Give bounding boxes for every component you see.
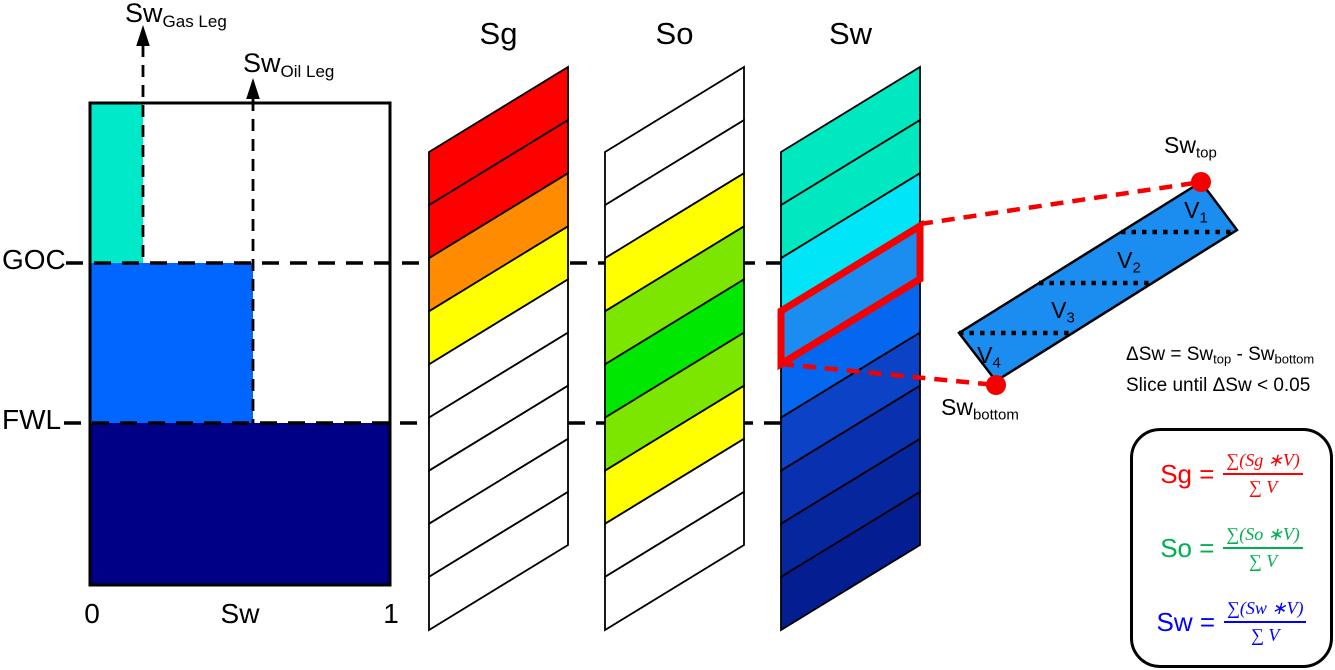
volume-label-v3: V3 [1051,296,1075,327]
formula-sg-fraction: ∑(Sg ∗V) ∑ V [1223,450,1303,498]
sheet-band-sw-9 [780,490,921,632]
slice-rule-text: Slice until ΔSw < 0.05 [1126,375,1311,397]
sheet-band-so-9 [604,490,745,632]
formula-sw: Sw = ∑(Sw ∗V) ∑ V [1157,598,1307,646]
delta-sw-annotation: ΔSw = Swtop - Swbottom Slice until ΔSw <… [1126,341,1335,399]
formula-sw-fraction: ∑(Sw ∗V) ∑ V [1224,598,1307,646]
oil-leg-region [91,263,253,423]
oil-leg-label: SwOil Leg [243,48,335,81]
x-axis-min: 0 [84,598,100,629]
sheet-band-sg-9 [428,490,569,632]
sw-top-label: Swtop [1164,132,1217,162]
goc-label: GOC [2,244,66,275]
gas-leg-arrowhead-icon [136,25,150,46]
gas-leg-label: SwGas Leg [125,0,227,31]
plot-border [88,101,392,587]
saturation-sheets [428,65,921,632]
volume-label-v2: V2 [1117,246,1141,277]
fwl-label: FWL [2,404,62,435]
sheet-title-sw: Sw [828,16,873,51]
slice-top-connector [919,179,1202,227]
slice-bottom-connector [780,361,997,388]
x-axis-label: Sw [220,598,260,629]
formula-so-fraction: ∑(So ∗V) ∑ V [1223,524,1303,572]
sw-top-dot [1191,172,1211,192]
gas-leg-region [91,104,143,263]
oil-leg-arrowhead-icon [246,78,260,99]
sw-bottom-label: Swbottom [941,394,1019,424]
sheet-title-sg: Sg [479,16,518,51]
formula-sg: Sg = ∑(Sg ∗V) ∑ V [1160,450,1303,498]
x-axis-max: 1 [383,598,399,629]
delta-sw-equation: ΔSw = Swtop - Swbottom [1126,344,1315,367]
formula-so: So = ∑(So ∗V) ∑ V [1160,524,1303,572]
volume-label-v4: V4 [977,341,1001,372]
water-leg-region [91,423,389,584]
formula-box: Sg = ∑(Sg ∗V) ∑ V So = ∑(So ∗V) ∑ V Sw =… [1130,428,1333,668]
sw-bottom-dot [986,375,1006,395]
volume-label-v1: V1 [1184,196,1208,227]
sheet-title-so: So [655,16,694,51]
highlighted-band-outline [777,219,924,371]
